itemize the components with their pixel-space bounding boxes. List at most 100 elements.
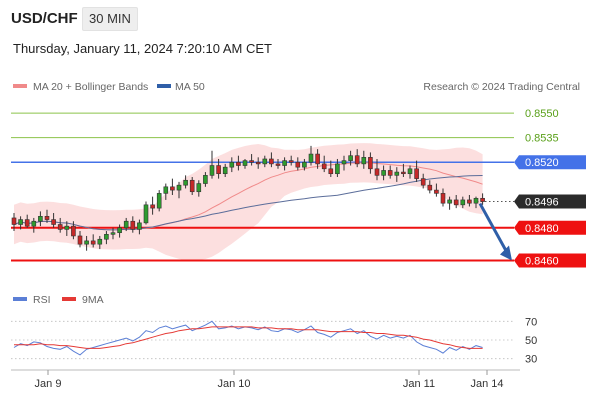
candle-body <box>97 238 103 245</box>
candle <box>71 221 76 240</box>
candle-body <box>84 240 89 245</box>
x-tick-label: Jan 9 <box>35 378 62 390</box>
level-0-8460-tag <box>514 253 586 268</box>
x-tick-label: Jan 14 <box>470 378 503 390</box>
candle <box>447 196 452 210</box>
ma20-legend-swatch <box>13 84 27 88</box>
level-0-8550-label: 0.8550 <box>525 108 559 120</box>
candle <box>368 152 373 174</box>
candle <box>117 224 122 238</box>
candle <box>407 165 413 179</box>
ma50-legend-label: MA 50 <box>175 81 205 93</box>
forecast-arrow-shaft <box>478 202 509 254</box>
candle-body <box>236 161 241 166</box>
candle <box>229 157 235 173</box>
candle-body <box>90 240 96 245</box>
candle <box>123 217 129 232</box>
candle <box>361 150 367 169</box>
candle-body <box>275 163 281 166</box>
level-0-8496-tag <box>514 194 586 209</box>
candle-body <box>222 166 228 175</box>
candle-body <box>328 168 334 175</box>
candle <box>381 165 386 181</box>
candle <box>163 183 169 200</box>
rsi-tick-30: 30 <box>525 354 537 366</box>
candle-body <box>242 160 248 166</box>
candle <box>394 167 400 182</box>
candle <box>189 176 195 196</box>
candle-body <box>473 197 479 204</box>
candle-body <box>216 165 221 175</box>
candle-body <box>249 160 254 163</box>
candle-body <box>64 225 70 230</box>
candle-body <box>335 163 340 175</box>
candle <box>242 158 248 169</box>
candle-body <box>368 157 373 170</box>
ma9-legend-label: 9MA <box>82 294 104 306</box>
candle <box>209 150 215 179</box>
candle-body <box>18 219 23 225</box>
candle-body <box>308 153 314 163</box>
candle <box>104 231 109 245</box>
candle <box>38 211 43 227</box>
candle <box>335 158 340 177</box>
candle-body <box>374 168 380 176</box>
forecast-arrow <box>478 202 512 261</box>
candle <box>222 163 228 177</box>
candle <box>236 155 241 171</box>
x-tick-label: Jan 11 <box>403 378 435 390</box>
candle-body <box>467 199 472 204</box>
ma20-legend-label: MA 20 + Bollinger Bands <box>33 81 148 93</box>
candle <box>420 173 426 189</box>
candle <box>308 145 314 166</box>
candle-body <box>315 153 320 165</box>
rsi-tick-50: 50 <box>525 335 537 347</box>
candle <box>269 152 274 168</box>
candle-body <box>420 178 426 186</box>
candle-body <box>354 155 360 165</box>
candle <box>473 196 479 209</box>
candle-body <box>361 157 367 165</box>
candle-body <box>163 186 169 194</box>
candle-body <box>387 170 393 176</box>
candle <box>110 227 116 240</box>
candle <box>249 154 254 166</box>
candle-body <box>480 197 485 202</box>
candle-body <box>407 168 413 175</box>
candle-body <box>143 204 149 224</box>
main-legend: MA 20 + Bollinger Bands MA 50 Research ©… <box>13 81 580 93</box>
candle <box>321 155 327 173</box>
candle <box>24 214 30 228</box>
candle-body <box>156 193 162 209</box>
candle <box>216 158 221 179</box>
candle-body <box>414 168 419 179</box>
candle-body <box>302 161 307 168</box>
candle-body <box>255 161 261 165</box>
candle-body <box>183 179 188 186</box>
candle-body <box>269 158 274 165</box>
candle-body <box>401 171 406 175</box>
candle <box>460 196 466 209</box>
candle <box>348 150 353 166</box>
candle-body <box>189 179 195 193</box>
candle-body <box>51 219 56 225</box>
rsi-panel: 70 50 30 <box>11 316 537 366</box>
candle-body <box>170 186 175 191</box>
candle-body <box>427 184 433 191</box>
candle-body <box>288 160 294 163</box>
candle-body <box>57 224 63 230</box>
candle <box>203 172 208 187</box>
candle <box>341 155 347 171</box>
candle <box>196 180 202 197</box>
candle <box>262 155 268 168</box>
ma50-legend-swatch <box>157 84 171 88</box>
level-0-8520-label: 0.8520 <box>525 157 559 169</box>
candle <box>57 217 63 233</box>
level-0-8480-label: 0.8480 <box>525 223 559 235</box>
candle <box>64 221 70 236</box>
bollinger-band-fill <box>14 143 483 261</box>
candle <box>170 178 175 196</box>
level-0-8535-label: 0.8535 <box>525 133 559 145</box>
interval-button[interactable]: 30 MIN <box>82 7 138 31</box>
